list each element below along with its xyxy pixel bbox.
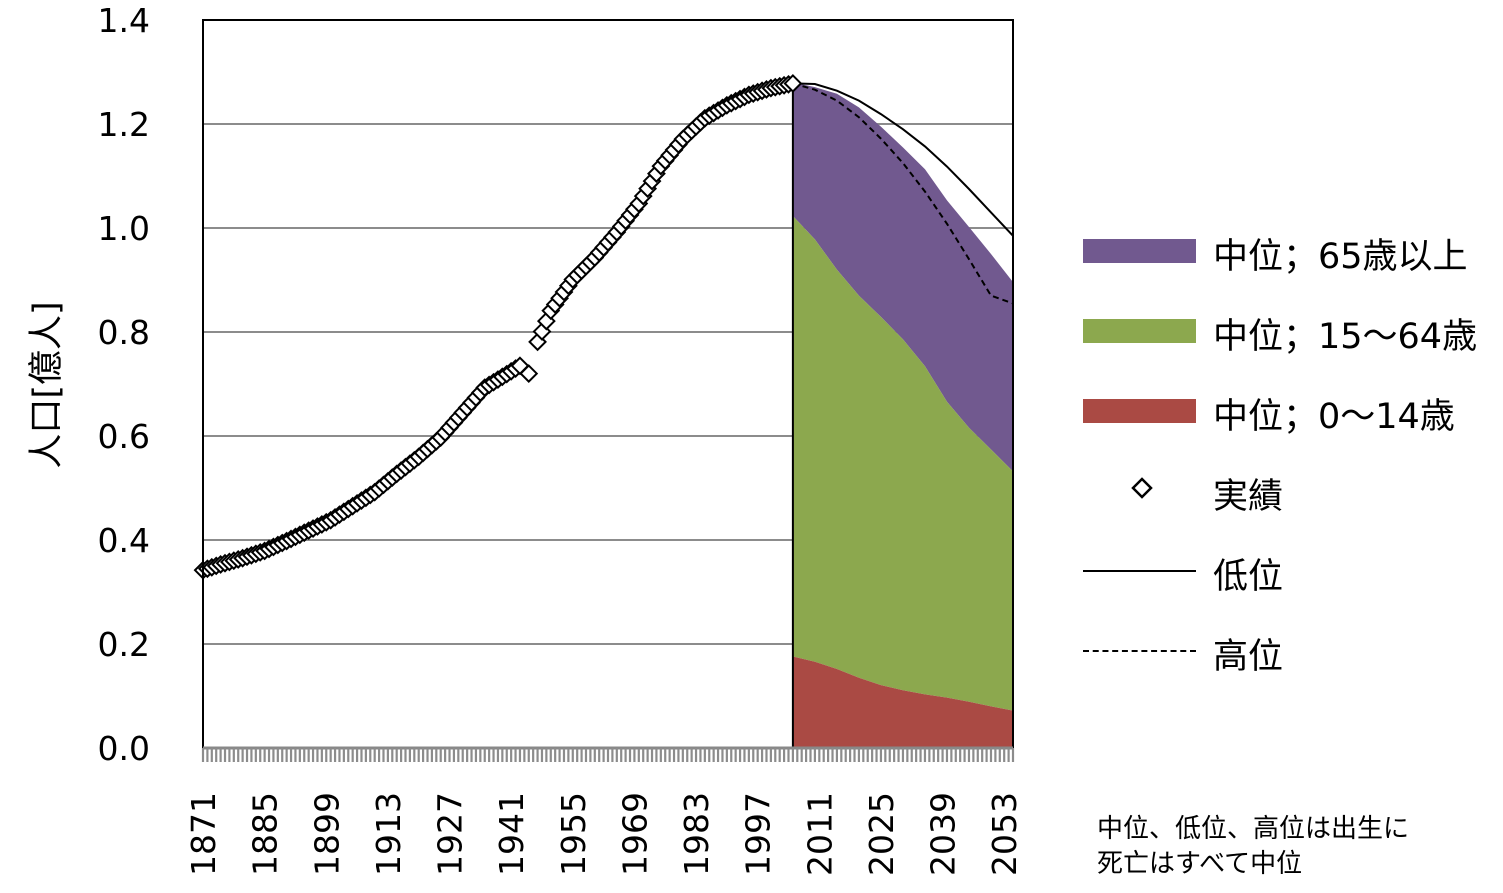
legend-line-low (1083, 570, 1196, 572)
legend-label-low: 低位 (1213, 557, 1284, 597)
footnote-line-1: 中位、低位、高位は出生に (1097, 814, 1410, 844)
y-tick-label: 1.4 (98, 1, 150, 40)
legend-label-actual: 実績 (1213, 477, 1284, 517)
y-tick-label: 0.2 (98, 625, 150, 664)
legend-label-65-and-over: 中位；65歳以上 (1213, 237, 1468, 277)
legend-item-0-14: 中位；0～14歳 (1083, 385, 1503, 445)
y-axis-label: 人口[億人] (27, 301, 67, 468)
y-tick-label: 1.2 (98, 105, 150, 144)
x-tick-label: 1913 (369, 792, 408, 876)
footnote: 中位、低位、高位は出生に 死亡はすべて中位 (1097, 812, 1497, 882)
x-tick-label: 2039 (924, 792, 963, 876)
legend-item-15-64: 中位；15～64歳 (1083, 305, 1503, 365)
line-low (792, 82, 1014, 237)
actual-marker (783, 74, 803, 93)
area-65-and-over (792, 82, 1013, 472)
x-tick-label: 2053 (985, 792, 1024, 876)
x-tick-label: 1955 (554, 792, 593, 876)
stacked-areas (792, 82, 1013, 748)
x-tick-label: 1871 (184, 792, 223, 876)
y-tick-label: 0.4 (98, 521, 150, 560)
x-tick-label: 1983 (677, 792, 716, 876)
legend-label-0-14: 中位；0～14歳 (1213, 397, 1455, 437)
x-tick-label: 1941 (492, 792, 531, 876)
legend-label-15-64: 中位；15～64歳 (1213, 317, 1478, 357)
legend-label-high: 高位 (1213, 637, 1284, 677)
x-tick-label: 1969 (615, 792, 654, 876)
legend-swatch-0-14 (1083, 399, 1196, 423)
x-tick-label: 1997 (739, 792, 778, 876)
legend-swatch-15-64 (1083, 319, 1196, 343)
actual-marker (519, 364, 539, 384)
axes (201, 19, 1015, 762)
legend-item-high: 高位 (1083, 625, 1503, 685)
y-tick-label: 0.6 (98, 417, 150, 456)
legend-line-high (1083, 650, 1196, 652)
y-tick-label: 1.0 (98, 209, 150, 248)
projection-lines (792, 82, 1014, 305)
y-tick-label: 0.0 (98, 729, 150, 768)
area-0-14 (792, 656, 1013, 748)
y-tick-labels: 0.0 0.2 0.4 0.6 0.8 1.0 1.2 1.4 (98, 1, 150, 768)
x-tick-label: 1899 (307, 792, 346, 876)
legend-item-65-and-over: 中位；65歳以上 (1083, 225, 1503, 285)
legend-swatch-65-and-over (1083, 239, 1196, 263)
legend-item-actual: 実績 (1083, 465, 1503, 525)
x-tick-label: 2011 (800, 792, 839, 876)
area-15-64 (792, 216, 1013, 711)
x-tick-label: 1885 (246, 792, 285, 876)
diamond-marker-icon (1131, 477, 1153, 499)
y-tick-label: 0.8 (98, 313, 150, 352)
actual-markers (193, 74, 803, 580)
x-tick-label: 1927 (431, 792, 470, 876)
footnote-line-2: 死亡はすべて中位 (1097, 849, 1303, 879)
legend-item-low: 低位 (1083, 545, 1503, 605)
x-tick-label: 2025 (862, 792, 901, 876)
x-tick-labels: 1871 1885 1899 1913 1927 1941 1955 1969 1983 1997… (184, 792, 1024, 876)
